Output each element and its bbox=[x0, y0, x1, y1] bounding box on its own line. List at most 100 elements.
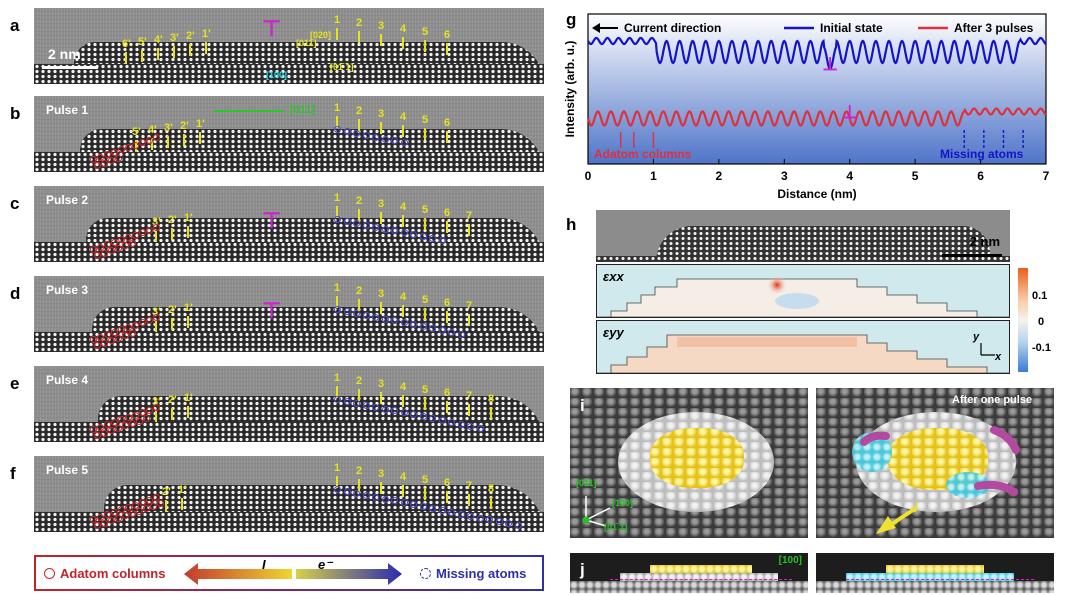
adatom-circle bbox=[101, 429, 108, 437]
marker-tick bbox=[468, 404, 470, 416]
marker-right: 7 bbox=[466, 480, 473, 492]
marker-tick bbox=[402, 395, 404, 407]
marker-tick bbox=[141, 50, 143, 62]
tem-panel-c: Pulse 2 3' 2' 1' 1 2 3 4 5 6 7 ⊤ bbox=[34, 186, 544, 262]
adatom-circle bbox=[146, 136, 153, 144]
adatom-circle bbox=[104, 511, 111, 519]
marker-right: 1 bbox=[334, 192, 341, 204]
missing-atom-circle bbox=[362, 311, 370, 319]
adatom-circle bbox=[108, 337, 115, 345]
missing-atom-circle bbox=[514, 522, 522, 530]
missing-atom-circle bbox=[372, 133, 379, 141]
marker-tick bbox=[358, 479, 360, 491]
adatom-circle bbox=[125, 504, 132, 511]
marker-right: 3 bbox=[378, 378, 385, 390]
adatom-circle bbox=[157, 500, 164, 508]
marker-right: 4 bbox=[400, 111, 407, 123]
marker-left: 3' bbox=[164, 122, 173, 134]
legend-missing: Missing atoms bbox=[436, 566, 527, 581]
marker-right: 6 bbox=[444, 297, 451, 309]
marker-tick bbox=[165, 500, 167, 512]
dislocation-icon: ⊤ bbox=[262, 298, 282, 323]
missing-atom-circle bbox=[372, 403, 379, 411]
marker-tick bbox=[424, 218, 426, 230]
missing-atom-circle bbox=[429, 235, 436, 242]
marker-tick bbox=[336, 116, 338, 128]
missing-atom-circle bbox=[353, 309, 360, 317]
marker-tick bbox=[380, 34, 382, 46]
x-tick-label: 1 bbox=[650, 169, 657, 183]
adatom-circle bbox=[139, 409, 146, 417]
missing-atom-circle bbox=[353, 129, 360, 137]
marker-left: 5' bbox=[132, 126, 141, 138]
missing-atom-circle bbox=[505, 520, 512, 528]
adatom-circle bbox=[146, 496, 153, 504]
direction-arrow-head bbox=[592, 23, 600, 33]
axis-100: [100] bbox=[612, 498, 634, 508]
tem-panel-f: Pulse 5 2' 1' 1 2 3 4 5 6 7 8 bbox=[34, 456, 544, 532]
marker-right: 3 bbox=[378, 108, 385, 120]
marker-tick bbox=[468, 314, 470, 326]
marker-tick bbox=[380, 122, 382, 134]
adatom-circle bbox=[153, 134, 160, 142]
dislocation-mark-0: ⊥ bbox=[822, 54, 838, 74]
panel-h-base bbox=[596, 256, 1010, 262]
marker-tick bbox=[336, 386, 338, 398]
adatom-circle bbox=[115, 424, 122, 432]
marker-left: 1' bbox=[196, 118, 205, 130]
marker-right: 1 bbox=[334, 462, 341, 474]
missing-atom-circle bbox=[400, 499, 408, 507]
marker-right: 3 bbox=[378, 468, 385, 480]
marker-tick bbox=[155, 410, 157, 422]
missing-atom-circle bbox=[353, 489, 360, 497]
panel-i-after: After one pulse I bbox=[816, 388, 1054, 538]
pulse-title: Pulse 2 bbox=[46, 193, 89, 207]
current-arrow bbox=[184, 563, 402, 585]
marker-tick bbox=[189, 44, 191, 56]
missing-atom-circle bbox=[381, 405, 389, 413]
missing-atom-circle bbox=[410, 231, 417, 239]
panel-j-label: j bbox=[580, 560, 585, 579]
marker-left: 2' bbox=[162, 486, 171, 498]
adatom-circle bbox=[101, 339, 108, 347]
adatom-circle bbox=[153, 404, 160, 412]
marker-tick bbox=[358, 209, 360, 221]
panel-i-label: i bbox=[580, 396, 585, 415]
marker-left: 2' bbox=[186, 30, 195, 42]
marker-right: 2 bbox=[356, 195, 363, 207]
marker-right: 4 bbox=[400, 201, 407, 213]
colorbar-tick-0: 0.1 bbox=[1032, 290, 1048, 302]
tem-panel-b: Pulse 1 5' 4' 3' 2' 1' 1 2 3 4 5 6 [011] bbox=[34, 96, 544, 172]
missing-atom-circle bbox=[381, 225, 389, 233]
direction-line bbox=[214, 110, 284, 112]
adatom-circle bbox=[108, 157, 115, 165]
marker-right: 7 bbox=[466, 390, 473, 402]
adatom-circle bbox=[104, 241, 111, 249]
panel-j-after bbox=[816, 553, 1054, 593]
marker-right: 1 bbox=[334, 102, 341, 114]
missing-atom-circle bbox=[419, 413, 427, 421]
marker-tick bbox=[424, 488, 426, 500]
eyy-label: εyy bbox=[603, 325, 624, 340]
marker-tick bbox=[468, 224, 470, 236]
marker-right: 6 bbox=[444, 207, 451, 219]
legend-label-0: Initial state bbox=[820, 21, 883, 35]
adatom-circle bbox=[90, 516, 97, 523]
marker-right: 6 bbox=[444, 477, 451, 489]
marker-left: 1' bbox=[184, 302, 193, 314]
marker-tick bbox=[380, 392, 382, 404]
missing-atom-circle bbox=[391, 407, 398, 415]
panel-c-label: c bbox=[10, 194, 20, 213]
plot-area bbox=[587, 13, 1047, 165]
adatom-circle bbox=[129, 330, 136, 337]
adatom-circle bbox=[132, 501, 139, 509]
panel-j-axis: [100] bbox=[778, 555, 802, 566]
missing-atom-circle bbox=[400, 229, 408, 237]
marker-right: 6 bbox=[444, 29, 451, 41]
adatom-circle bbox=[122, 242, 129, 250]
marker-tick bbox=[380, 302, 382, 314]
x-tick-label: 3 bbox=[781, 169, 788, 183]
marker-left: 3' bbox=[152, 396, 161, 408]
after-one-pulse-label: After one pulse bbox=[952, 394, 1033, 406]
marker-right: 5 bbox=[422, 384, 429, 396]
